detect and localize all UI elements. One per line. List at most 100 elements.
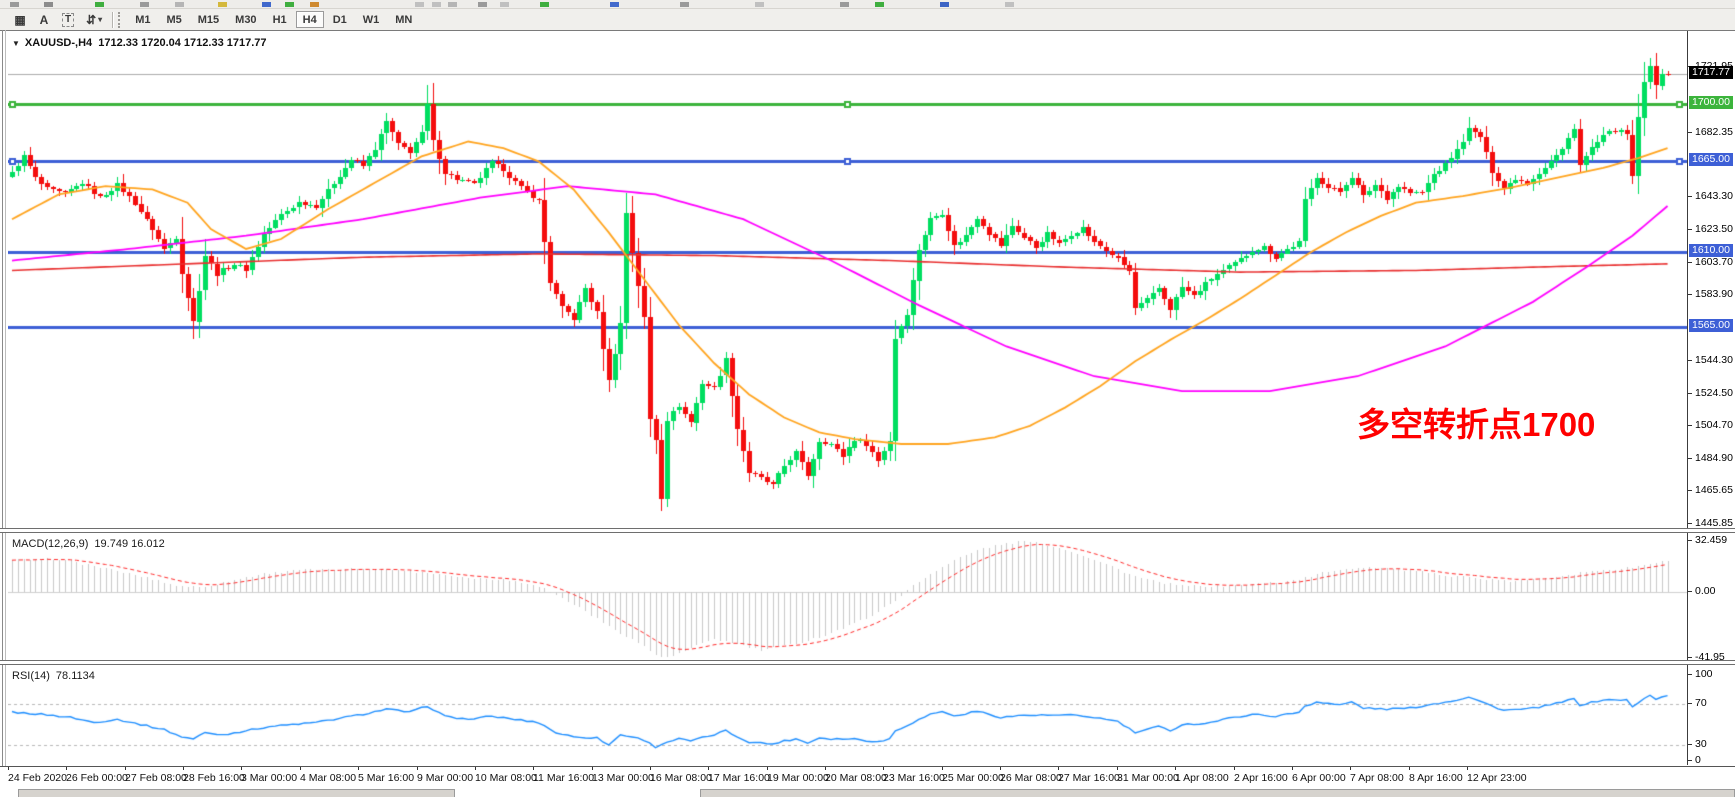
time-tick bbox=[942, 767, 943, 770]
clipped-icon-fragment bbox=[840, 2, 849, 7]
timeframe-button-d1[interactable]: D1 bbox=[326, 11, 354, 28]
toolbar-drag-handle[interactable] bbox=[118, 11, 123, 28]
time-tick-label: 24 Feb 2020 bbox=[8, 772, 67, 784]
grid-icon: ▦ bbox=[14, 12, 26, 27]
timeframe-button-m1[interactable]: M1 bbox=[128, 11, 157, 28]
time-tick bbox=[883, 767, 884, 770]
timeframe-button-m5[interactable]: M5 bbox=[159, 11, 188, 28]
clipped-icon-fragment bbox=[448, 2, 457, 7]
time-tick-label: 6 Apr 00:00 bbox=[1292, 772, 1346, 784]
timeframe-button-h1[interactable]: H1 bbox=[266, 11, 294, 28]
time-tick bbox=[1350, 767, 1351, 770]
timeframe-button-m30[interactable]: M30 bbox=[228, 11, 263, 28]
clipped-icon-fragment bbox=[500, 2, 509, 7]
rsi-scale-label: 0 bbox=[1688, 754, 1701, 766]
price-tick-label: 1583.90 bbox=[1688, 288, 1733, 300]
price-tick-label: 1544.30 bbox=[1688, 354, 1733, 366]
time-tick bbox=[592, 767, 593, 770]
price-tick-label: 1504.70 bbox=[1688, 419, 1733, 431]
collapse-triangle-icon[interactable]: ▼ bbox=[12, 39, 20, 48]
macd-name: MACD(12,26,9) bbox=[12, 538, 89, 550]
price-tick-label: 1465.65 bbox=[1688, 484, 1733, 496]
time-tick bbox=[650, 767, 651, 770]
text-label-icon-button[interactable]: T bbox=[57, 11, 79, 29]
time-tick-label: 31 Mar 00:00 bbox=[1117, 772, 1179, 784]
chart-title-symbol: XAUUSD-,H4 bbox=[24, 37, 93, 49]
time-tick-label: 5 Mar 16:00 bbox=[358, 772, 415, 784]
taskbar-fragments bbox=[0, 789, 1735, 797]
time-tick bbox=[767, 767, 768, 770]
clipped-icon-fragment bbox=[478, 2, 487, 7]
macd-pane-canvas[interactable] bbox=[8, 533, 1687, 661]
clipped-icon-fragment bbox=[175, 2, 184, 7]
clipped-icon-fragment bbox=[940, 2, 949, 7]
timeframe-button-mn[interactable]: MN bbox=[388, 11, 419, 28]
price-tick-label: 1524.50 bbox=[1688, 387, 1733, 399]
price-tick-label: 1603.70 bbox=[1688, 256, 1733, 268]
clipped-icon-fragment bbox=[44, 2, 53, 7]
time-tick bbox=[475, 767, 476, 770]
time-tick bbox=[1234, 767, 1235, 770]
clipped-icon-fragment bbox=[680, 2, 689, 7]
swap-arrows-icon-button[interactable]: ⇵ ▾ bbox=[81, 11, 107, 29]
toolbar: ▦ A T ⇵ ▾ M1 M5 M15 M30 H1 H4 D1 W1 MN bbox=[0, 9, 1735, 31]
clipped-icon-fragment bbox=[610, 2, 619, 7]
time-axis[interactable]: 24 Feb 2020 26 Feb 00:00 27 Feb 08:00 28 Fe… bbox=[0, 766, 1735, 789]
timeframe-button-h4[interactable]: H4 bbox=[295, 11, 324, 28]
grid-icon-button[interactable]: ▦ bbox=[9, 11, 31, 29]
time-tick bbox=[1000, 767, 1001, 770]
time-tick-label: 23 Mar 16:00 bbox=[883, 772, 945, 784]
time-tick bbox=[708, 767, 709, 770]
macd-scale-label: -41.95 bbox=[1688, 651, 1725, 663]
rsi-scale-label: 70 bbox=[1688, 697, 1707, 709]
rsi-scale-label: 100 bbox=[1688, 668, 1713, 680]
clipped-icon-fragment bbox=[540, 2, 549, 7]
chevron-down-icon[interactable]: ▾ bbox=[98, 15, 103, 24]
price-tick-label: 1623.50 bbox=[1688, 223, 1733, 235]
pane-separator[interactable] bbox=[0, 528, 1735, 533]
time-tick-label: 2 Apr 16:00 bbox=[1234, 772, 1288, 784]
time-tick bbox=[1467, 767, 1468, 770]
rsi-label: RSI(14) 78.1134 bbox=[12, 670, 95, 682]
time-tick bbox=[417, 767, 418, 770]
chart-window bbox=[0, 30, 1735, 789]
clipped-icon-fragment bbox=[262, 2, 271, 7]
rsi-pane-canvas[interactable] bbox=[8, 665, 1687, 765]
time-tick-label: 26 Mar 08:00 bbox=[1000, 772, 1062, 784]
timeframe-button-m15[interactable]: M15 bbox=[191, 11, 226, 28]
window-left-border-inner bbox=[5, 30, 6, 797]
time-tick bbox=[825, 767, 826, 770]
rsi-name: RSI(14) bbox=[12, 670, 50, 682]
time-tick bbox=[125, 767, 126, 770]
pane-separator[interactable] bbox=[0, 660, 1735, 665]
time-tick-label: 17 Mar 16:00 bbox=[708, 772, 770, 784]
annotate-letter-icon-button[interactable]: A bbox=[33, 11, 55, 29]
time-tick bbox=[66, 767, 67, 770]
clipped-icon-fragment bbox=[1005, 2, 1014, 7]
window-left-border bbox=[2, 30, 3, 797]
time-tick bbox=[300, 767, 301, 770]
time-tick bbox=[533, 767, 534, 770]
price-tick-label: 1484.90 bbox=[1688, 452, 1733, 464]
price-chart-canvas[interactable] bbox=[8, 32, 1687, 529]
chart-annotation-text[interactable]: 多空转折点1700 bbox=[1357, 406, 1596, 443]
clipped-icon-fragment bbox=[310, 2, 319, 7]
time-tick-label: 3 Mar 00:00 bbox=[241, 772, 298, 784]
macd-values: 19.749 16.012 bbox=[94, 538, 165, 550]
price-tick-label: 1682.35 bbox=[1688, 126, 1733, 138]
price-axis[interactable]: 1721.951682.351643.301623.501603.701583.… bbox=[1687, 31, 1735, 766]
time-tick-label: 26 Feb 00:00 bbox=[66, 772, 128, 784]
chart-title: ▼ XAUUSD-,H4 1712.33 1720.04 1712.33 1717… bbox=[12, 37, 267, 49]
chart-title-ohlc: 1712.33 1720.04 1712.33 1717.77 bbox=[98, 37, 267, 49]
price-line-label: 1700.00 bbox=[1689, 95, 1733, 109]
clipped-icon-fragment bbox=[432, 2, 441, 7]
clipped-toolbar-row[interactable] bbox=[0, 0, 1735, 9]
time-tick-label: 20 Mar 08:00 bbox=[825, 772, 887, 784]
timeframe-button-w1[interactable]: W1 bbox=[356, 11, 387, 28]
time-tick bbox=[1117, 767, 1118, 770]
window-title-fragment[interactable] bbox=[18, 789, 455, 797]
window-title-fragment[interactable] bbox=[700, 789, 1735, 797]
price-line-label: 1665.00 bbox=[1689, 153, 1733, 167]
time-tick-label: 25 Mar 00:00 bbox=[942, 772, 1004, 784]
